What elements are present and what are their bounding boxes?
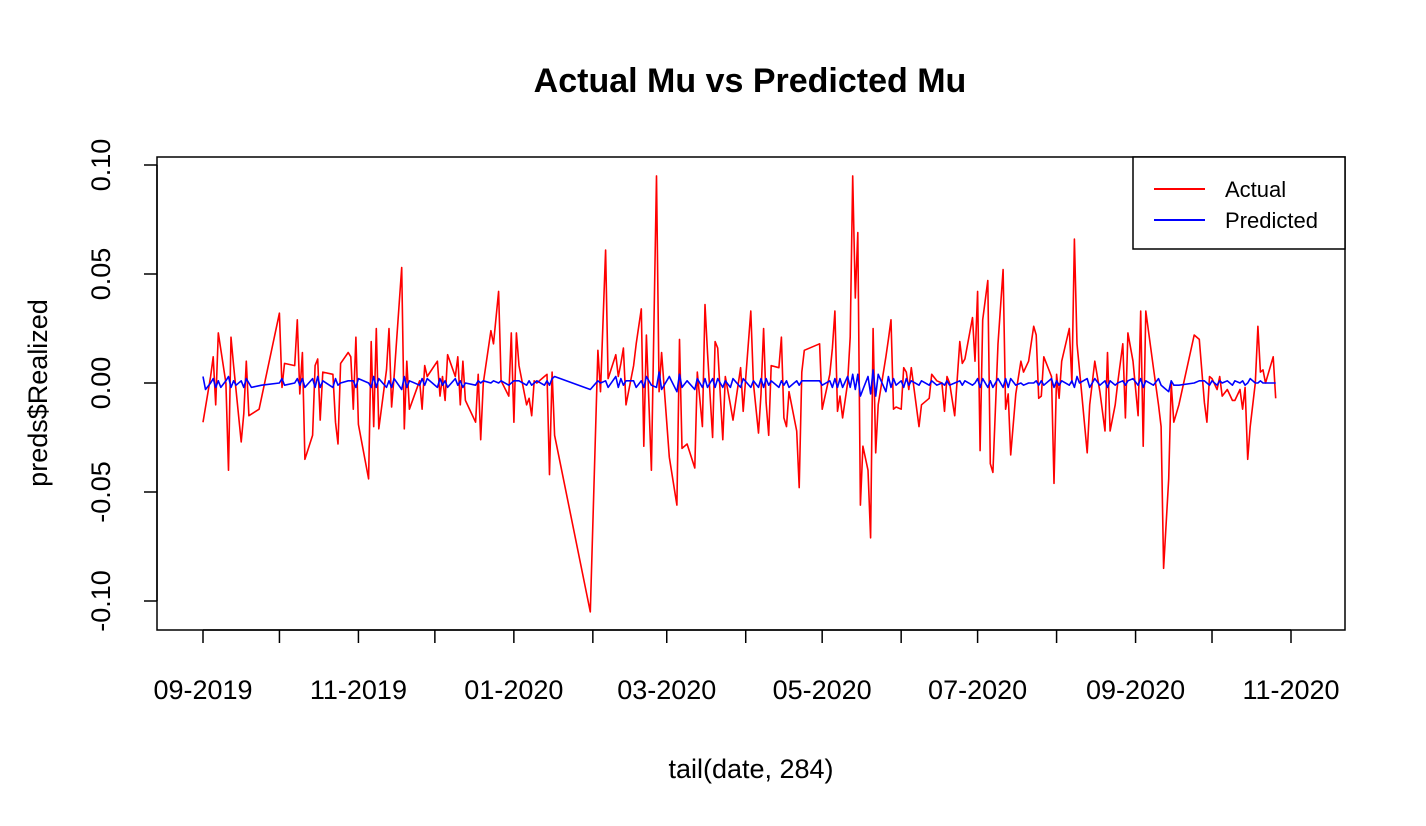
x-tick-label: 07-2020 [928,675,1027,705]
y-axis: -0.10 -0.05 0.00 0.05 0.10 [86,139,158,632]
x-tick-label: 01-2020 [464,675,563,705]
y-tick-label: 0.10 [86,139,116,192]
y-axis-label: preds$Realized [23,299,53,487]
y-tick-label: 0.05 [86,248,116,301]
series-line-predicted [202,369,1276,397]
x-axis: 09-2019 11-2019 01-2020 03-2020 05-2020 07-20… [153,629,1340,705]
chart-title: Actual Mu vs Predicted Mu [534,62,967,100]
x-tick-label: 05-2020 [773,675,872,705]
legend: Actual Predicted [1132,156,1346,250]
x-tick-label: 09-2019 [153,675,252,705]
series-line-actual [202,175,1277,613]
y-tick-label: -0.05 [86,461,116,523]
x-tick-label: 11-2019 [310,675,407,705]
x-tick-label: 03-2020 [617,675,716,705]
series-layer [202,175,1277,613]
legend-box [1132,156,1346,250]
y-tick-label: 0.00 [86,357,116,410]
legend-label-actual: Actual [1225,177,1286,202]
y-tick-label: -0.10 [86,570,116,632]
x-tick-label: 11-2020 [1242,675,1339,705]
x-tick-label: 09-2020 [1086,675,1185,705]
x-axis-label: tail(date, 284) [668,754,833,784]
legend-label-predicted: Predicted [1225,208,1318,233]
